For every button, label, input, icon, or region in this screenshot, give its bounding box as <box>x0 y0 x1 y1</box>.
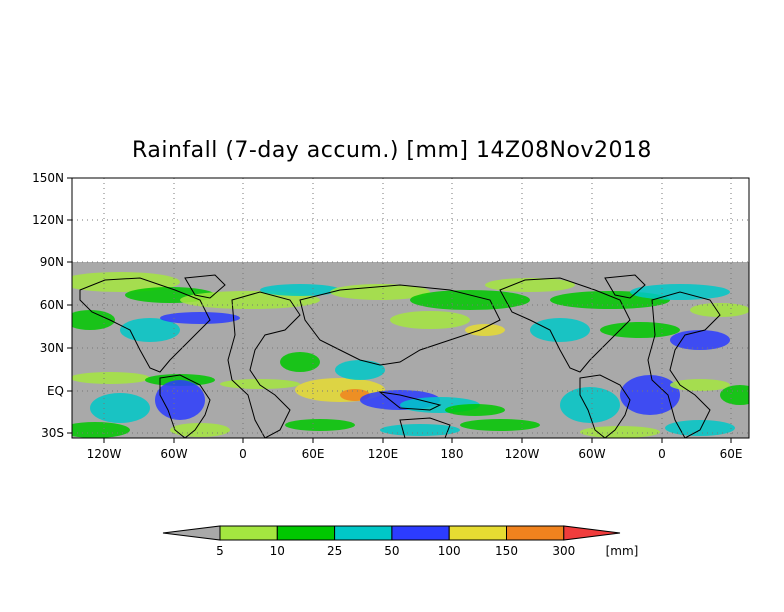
rain-patch <box>445 404 505 416</box>
lon-tick-label: 60E <box>302 447 325 461</box>
rain-patch <box>160 312 240 324</box>
rain-patch <box>465 324 505 336</box>
coastline <box>647 291 721 438</box>
rain-patch <box>665 420 735 436</box>
coastline <box>227 291 301 438</box>
lon-tick-label: 180 <box>441 447 464 461</box>
graticule <box>72 178 749 438</box>
lon-tick-label: 120E <box>368 447 399 461</box>
coastline <box>299 284 501 366</box>
coastline <box>159 374 211 438</box>
coastline <box>579 374 631 438</box>
lat-tick-label: 60N <box>40 298 64 312</box>
rain-patch <box>335 360 385 380</box>
colorbar-threshold-label: 10 <box>270 544 285 558</box>
colorbar-threshold-label: 150 <box>495 544 518 558</box>
lat-tick-label: 120N <box>32 213 64 227</box>
rain-patch <box>720 385 749 405</box>
rain-patch <box>330 284 430 300</box>
coastline <box>499 277 631 373</box>
lat-tick-label: EQ <box>47 384 64 398</box>
rain-patch <box>485 278 575 292</box>
rain-patch <box>120 318 180 342</box>
rain-patch <box>670 330 730 350</box>
rain-patch <box>620 375 680 415</box>
rain-patch <box>410 290 530 310</box>
rain-patch <box>220 379 300 389</box>
coastline <box>184 274 226 299</box>
map-title: Rainfall (7-day accum.) [mm] 14Z08Nov201… <box>132 138 652 163</box>
lon-tick-label: 60W <box>578 447 605 461</box>
rain-patch <box>690 303 749 317</box>
lon-tick-label: 120W <box>505 447 540 461</box>
rain-patch <box>600 322 680 338</box>
rain-patch <box>72 372 150 384</box>
colorbar-threshold-label: 25 <box>327 544 342 558</box>
coastline <box>378 391 442 411</box>
rain-patch <box>170 423 230 437</box>
lat-tick-label: 150N <box>32 171 64 185</box>
rain-patch <box>280 352 320 372</box>
rain-patch <box>285 419 355 431</box>
rainfall-field <box>72 262 749 438</box>
colorbar-swatch <box>448 525 508 541</box>
rain-patch <box>670 379 730 391</box>
rain-patch <box>390 311 470 329</box>
colorbar-swatch <box>276 525 336 541</box>
lon-tick-label: 60W <box>160 447 187 461</box>
rain-patch <box>560 387 620 423</box>
colorbar: 5 10 25 50 100 150 300 [mm] <box>162 525 639 558</box>
longitude-axis: 120W 60W 0 60E 120E 180 120W 60W 0 60E <box>87 438 743 461</box>
colorbar-threshold-label: 100 <box>438 544 461 558</box>
rain-patch <box>580 426 660 438</box>
lat-tick-label: 90N <box>40 255 64 269</box>
lon-tick-label: 120W <box>87 447 122 461</box>
rain-patch <box>380 424 460 436</box>
colorbar-unit-label: [mm] <box>606 544 639 558</box>
lon-tick-label: 0 <box>239 447 247 461</box>
rain-patch <box>260 284 340 296</box>
lat-tick-label: 30N <box>40 341 64 355</box>
rain-patch <box>90 393 150 423</box>
colorbar-threshold-label: 300 <box>552 544 575 558</box>
coastline <box>79 277 211 373</box>
colorbar-under-triangle <box>162 525 221 541</box>
rain-patch <box>460 419 540 431</box>
lon-tick-label: 0 <box>658 447 666 461</box>
coastline <box>399 417 451 438</box>
colorbar-swatch <box>219 525 278 541</box>
colorbar-swatch <box>334 525 393 541</box>
rain-patch <box>530 318 590 342</box>
lat-tick-label: 30S <box>41 426 64 440</box>
rain-patch <box>72 272 180 292</box>
rain-patch <box>72 422 130 438</box>
colorbar-over-triangle <box>563 525 621 541</box>
lon-tick-label: 60E <box>720 447 743 461</box>
colorbar-swatch <box>391 525 450 541</box>
colorbar-threshold-label: 50 <box>384 544 399 558</box>
coastlines <box>79 274 721 438</box>
colorbar-threshold-label: 5 <box>216 544 224 558</box>
coastline <box>604 274 646 299</box>
latitude-axis: 150N 120N 90N 60N 30N EQ 30S <box>32 171 72 440</box>
map-frame <box>71 177 750 439</box>
rainfall-patches <box>72 272 749 438</box>
colorbar-swatch <box>506 525 565 541</box>
rain-patch <box>72 310 115 330</box>
